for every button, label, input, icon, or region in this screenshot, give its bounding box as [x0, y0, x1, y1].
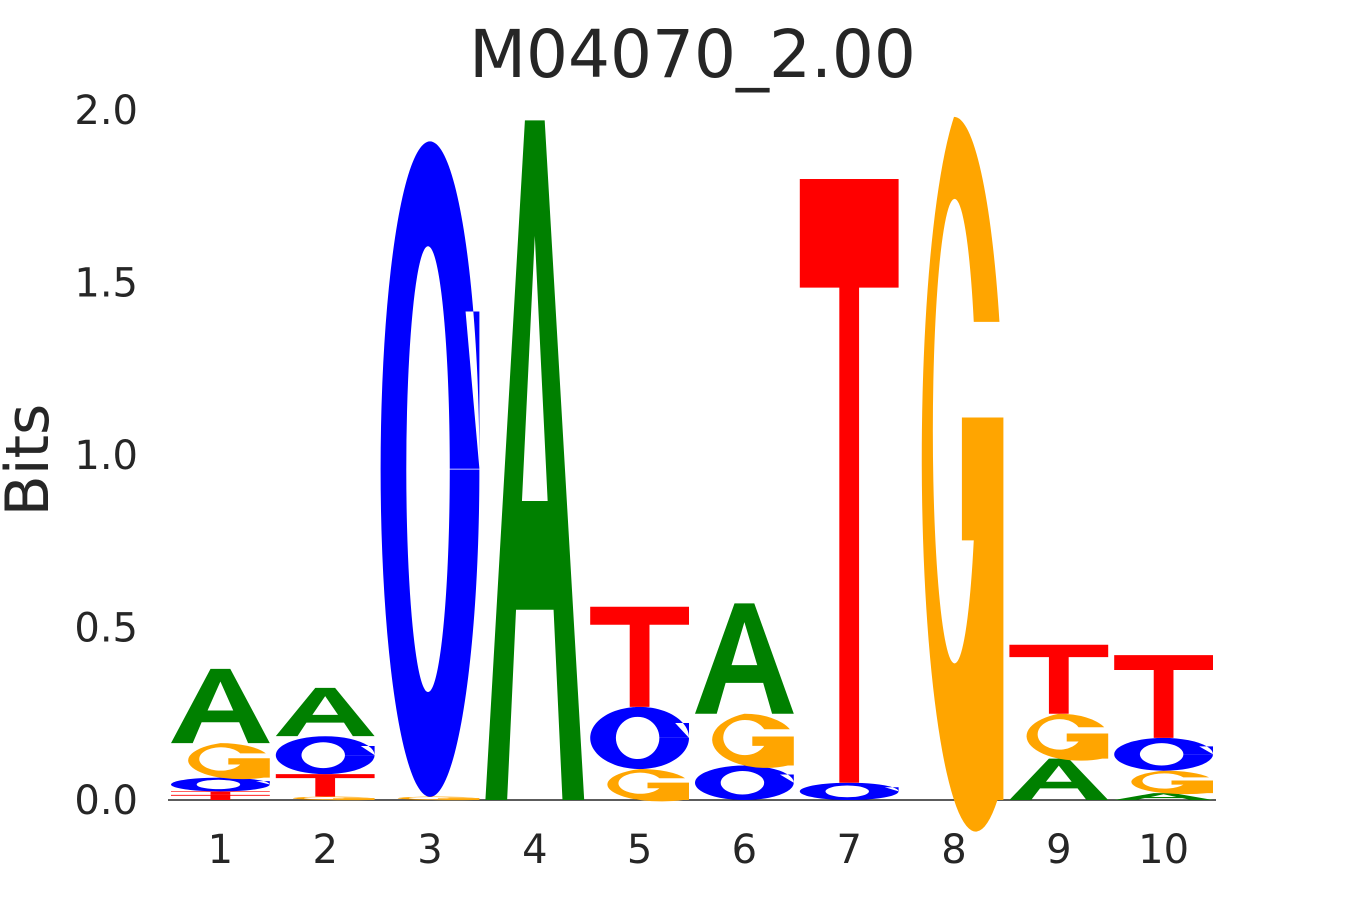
letter-c: [380, 141, 480, 797]
letter-g: [1131, 770, 1213, 795]
letter-t: [799, 179, 899, 783]
letter-c: [590, 706, 689, 769]
letter-t: [1114, 655, 1213, 738]
letter-c: [799, 782, 899, 801]
logo-column-7: [799, 179, 899, 801]
y-tick-label: 1.0: [74, 433, 138, 479]
letter-a: [1114, 793, 1213, 800]
letter-g: [607, 768, 689, 802]
letter-c: [695, 765, 794, 801]
logo-column-5: [590, 606, 689, 802]
letter-a: [485, 120, 585, 801]
letter-t: [590, 606, 689, 707]
letter-t: [275, 774, 375, 797]
letter-a: [695, 603, 794, 714]
y-tick-label: 1.5: [74, 261, 138, 307]
letter-g: [188, 743, 270, 780]
x-tick-label: 9: [1046, 827, 1071, 873]
x-tick-label: 1: [208, 827, 233, 873]
logo-column-4: [485, 120, 585, 801]
letter-g: [397, 796, 480, 801]
x-tick-label: 8: [941, 827, 966, 873]
x-tick-label: 2: [312, 827, 337, 873]
x-tick-label: 3: [417, 827, 442, 873]
logo-column-3: [380, 141, 480, 801]
x-tick-label: 7: [836, 827, 861, 873]
x-tick-label: 5: [627, 827, 652, 873]
letter-t: [171, 794, 270, 800]
logo-column-10: [1114, 655, 1213, 800]
logo-column-1: [171, 668, 270, 800]
letter-c: [171, 777, 270, 792]
letter-a: [1009, 758, 1109, 800]
letter-g: [292, 796, 375, 801]
letter-t: [1009, 644, 1109, 714]
x-tick-label: 4: [522, 827, 547, 873]
letter-g: [921, 116, 1004, 832]
letter-c: [1114, 737, 1213, 771]
logo-column-2: [275, 687, 375, 801]
x-tick-label: 6: [732, 827, 757, 873]
letter-a: [171, 668, 270, 744]
letter-c: [275, 736, 375, 775]
letter-a: [275, 687, 375, 737]
letter-g: [712, 713, 794, 768]
y-tick-label: 2.0: [74, 88, 138, 134]
logo-column-6: [695, 603, 794, 801]
y-tick-label: 0.0: [74, 778, 138, 824]
y-tick-label: 0.5: [74, 606, 138, 652]
logo-column-9: [1009, 644, 1109, 800]
letter-t: [171, 791, 270, 795]
x-tick-label: 10: [1138, 827, 1189, 873]
letter-g: [1026, 713, 1109, 761]
logo-column-8: [921, 116, 1004, 832]
chart-title: M04070_2.00: [469, 16, 916, 93]
